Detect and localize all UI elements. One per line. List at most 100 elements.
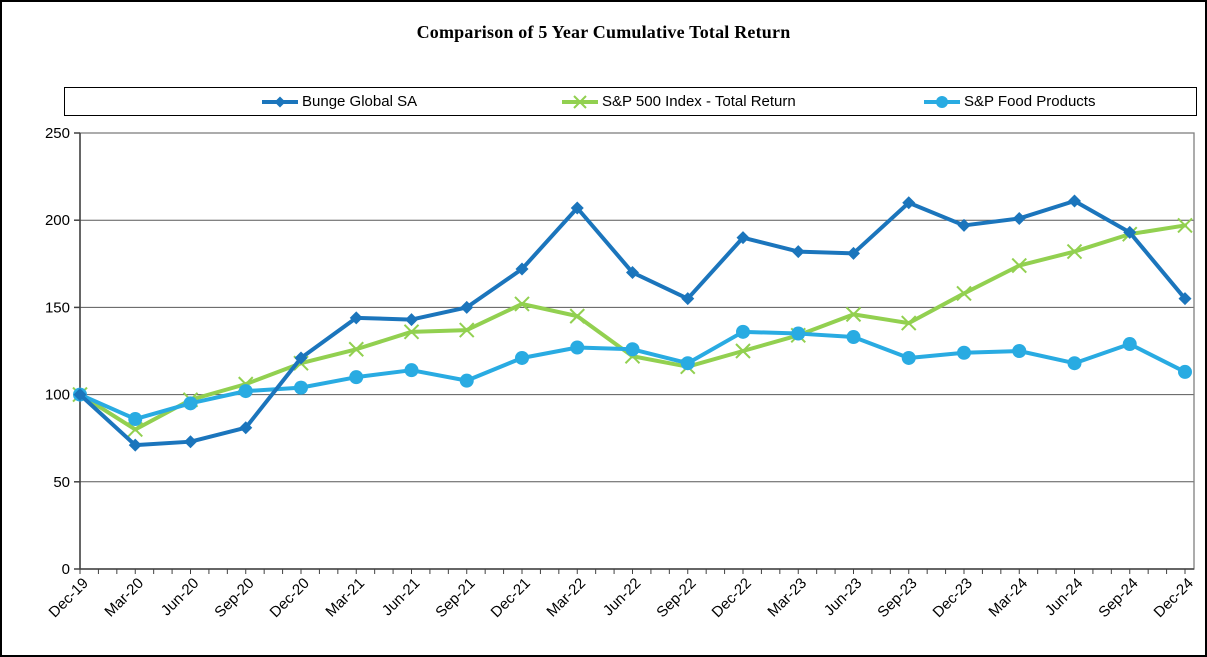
data-point-diamond: [1012, 211, 1026, 225]
data-point-diamond: [184, 435, 197, 449]
data-point-diamond: [626, 266, 639, 280]
data-point-diamond: [957, 218, 971, 232]
x-tick-label: Mar-22: [543, 575, 589, 621]
data-point-circle: [736, 324, 750, 339]
y-tick-label: 250: [45, 125, 70, 142]
legend-marker-graphic: [924, 95, 960, 108]
x-tick-label: Jun-23: [821, 575, 865, 619]
data-point-diamond: [239, 421, 253, 435]
data-point-x: [735, 343, 751, 359]
data-point-x: [459, 322, 475, 338]
x-tick-label: Mar-24: [985, 575, 1031, 621]
legend-label: Bunge Global SA: [302, 93, 418, 110]
y-tick-label: 200: [45, 212, 70, 229]
data-point-circle: [349, 370, 364, 385]
x-tick-label: Mar-21: [322, 575, 368, 621]
series-bunge-global-sa: [73, 194, 1192, 452]
data-point-diamond: [405, 313, 418, 327]
x-tick-label: Sep-24: [1095, 575, 1141, 621]
series-line: [78, 223, 1187, 432]
data-point-diamond: [1178, 292, 1192, 306]
legend-entry-bunge-global-sa: Bunge Global SA: [261, 88, 417, 115]
series-line: [78, 199, 1187, 448]
data-point-x: [1177, 217, 1193, 234]
x-tick-label: Dec-19: [46, 575, 92, 621]
x-tick-label: Jun-21: [379, 575, 423, 619]
x-tick-label: Dec-23: [930, 575, 976, 621]
x-line-marker-icon: [561, 94, 599, 109]
x-tick-label: Sep-22: [653, 575, 699, 621]
data-point-circle: [128, 412, 143, 427]
data-point-diamond: [349, 311, 363, 325]
series-s-p-500-index-total-return: [72, 217, 1193, 438]
data-point-x: [1066, 243, 1083, 260]
x-tick-label: Sep-23: [874, 575, 920, 621]
data-point-x: [514, 296, 530, 312]
data-point-diamond: [1068, 194, 1081, 208]
data-point-x: [403, 324, 420, 340]
data-point-x: [569, 308, 585, 324]
data-point-diamond: [460, 300, 474, 314]
diamond-line-marker-icon: [261, 95, 299, 109]
legend-label: S&P Food Products: [964, 93, 1096, 110]
x-tick-label: Dec-24: [1151, 575, 1197, 621]
x-tick-label: Mar-23: [764, 575, 810, 621]
legend-marker-graphic: [262, 96, 298, 107]
y-tick-label: 0: [62, 561, 70, 578]
data-point-circle: [625, 342, 640, 357]
data-point-x: [127, 421, 143, 438]
x-tick-label: Sep-20: [211, 575, 257, 621]
x-tick-label: Dec-21: [488, 575, 534, 621]
legend-marker-graphic: [562, 94, 598, 109]
diamond-icon: [274, 96, 286, 107]
legend: Bunge Global SA S&P 500 Index - Total Re…: [64, 87, 1197, 116]
data-point-diamond: [902, 196, 916, 210]
legend-entry-sp-food-products: S&P Food Products: [923, 88, 1095, 115]
data-point-diamond: [1123, 225, 1137, 239]
data-point-circle: [294, 380, 308, 395]
data-point-x: [901, 315, 917, 331]
legend-label: S&P 500 Index - Total Return: [602, 93, 796, 110]
data-point-circle: [846, 330, 861, 345]
data-point-circle: [238, 384, 253, 399]
x-icon: [573, 94, 587, 109]
data-point-circle: [570, 340, 585, 355]
x-tick-label: Jun-22: [600, 575, 644, 619]
y-tick-label: 150: [45, 299, 70, 316]
data-point-x: [1011, 257, 1027, 274]
x-tick-label: Dec-22: [709, 575, 755, 621]
data-point-circle: [183, 396, 198, 411]
data-point-circle: [791, 326, 806, 341]
data-point-circle: [1178, 364, 1192, 379]
data-point-diamond: [294, 351, 308, 365]
data-point-circle: [1122, 337, 1137, 352]
circle-icon: [936, 95, 948, 108]
data-point-diamond: [128, 438, 142, 452]
data-point-circle: [680, 356, 695, 371]
y-tick-label: 50: [53, 474, 70, 491]
data-point-diamond: [681, 292, 695, 306]
data-point-x: [956, 285, 972, 302]
data-point-circle: [459, 373, 474, 388]
page-title: Comparison of 5 Year Cumulative Total Re…: [416, 22, 791, 42]
data-point-circle: [957, 345, 971, 360]
data-point-diamond: [791, 245, 805, 259]
x-tick-label: Jun-20: [158, 575, 202, 619]
x-tick-label: Dec-20: [267, 575, 313, 621]
data-point-diamond: [736, 231, 750, 245]
data-point-circle: [1012, 344, 1027, 358]
x-tick-label: Mar-20: [101, 575, 147, 621]
legend-entry-sp500-total-return: S&P 500 Index - Total Return: [561, 88, 796, 115]
circle-line-marker-icon: [923, 95, 961, 109]
data-point-circle: [515, 350, 529, 365]
data-point-x: [348, 341, 364, 357]
data-point-x: [845, 306, 862, 323]
data-point-diamond: [73, 388, 87, 402]
data-point-diamond: [847, 246, 860, 260]
series-s-p-food-products: [73, 324, 1192, 427]
x-tick-label: Sep-21: [432, 575, 478, 621]
y-tick-label: 100: [45, 387, 70, 404]
data-point-circle: [404, 363, 419, 378]
